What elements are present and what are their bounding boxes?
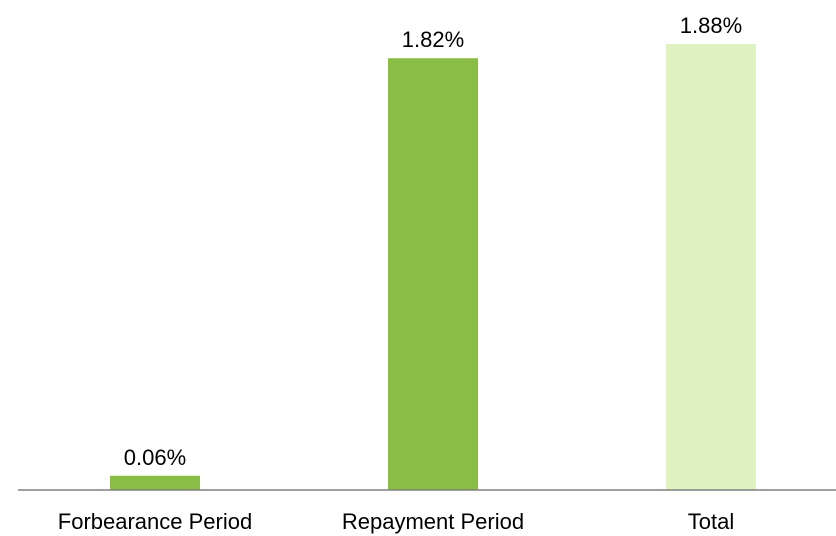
data-labels-group: 0.06% 1.82% 1.88% xyxy=(124,13,742,470)
data-label-2: 1.88% xyxy=(680,13,742,38)
category-label-0: Forbearance Period xyxy=(58,509,252,534)
category-label-2: Total xyxy=(688,509,734,534)
category-label-1: Repayment Period xyxy=(342,509,524,534)
category-labels-group: Forbearance Period Repayment Period Total xyxy=(58,509,734,534)
data-label-0: 0.06% xyxy=(124,445,186,470)
bar-0 xyxy=(110,475,200,490)
bar-1 xyxy=(388,58,478,491)
data-label-1: 1.82% xyxy=(402,27,464,52)
bars-group xyxy=(110,44,756,491)
bar-2 xyxy=(666,44,756,490)
